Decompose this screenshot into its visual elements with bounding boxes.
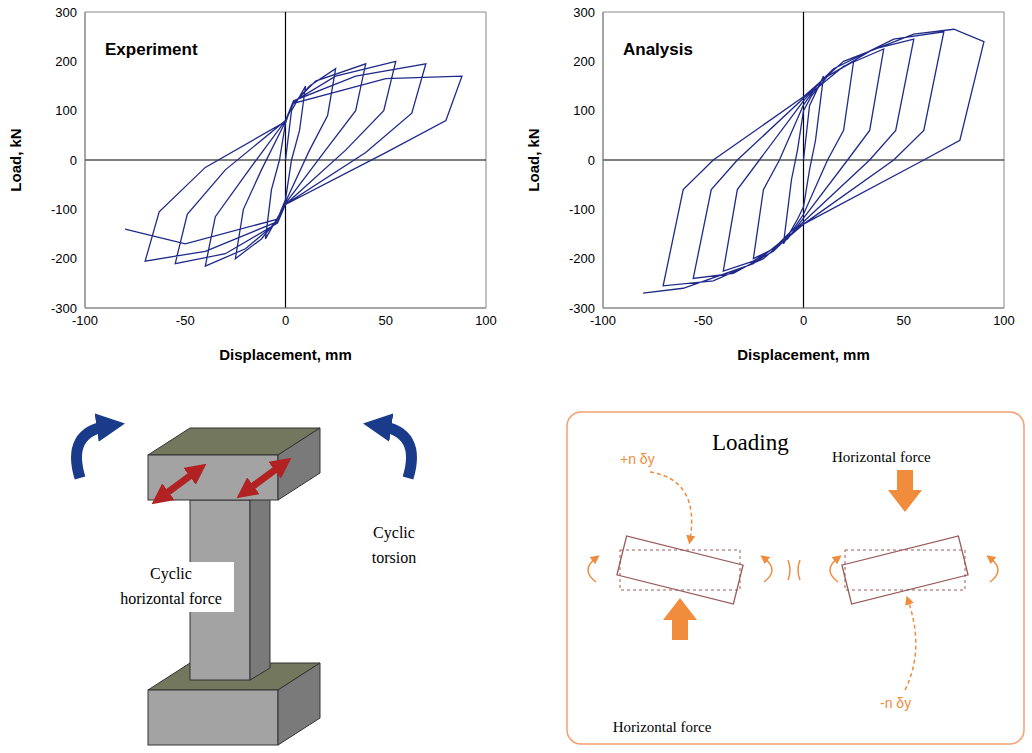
svg-text:Load, kN: Load, kN (525, 128, 542, 191)
svg-text:0: 0 (800, 313, 807, 328)
svg-text:100: 100 (475, 313, 497, 328)
svg-text:-300: -300 (569, 301, 595, 316)
svg-text:0: 0 (588, 153, 595, 168)
svg-text:0: 0 (70, 153, 77, 168)
svg-text:-50: -50 (694, 313, 713, 328)
svg-text:200: 200 (573, 54, 595, 69)
svg-text:torsion: torsion (372, 549, 416, 566)
svg-text:-100: -100 (590, 313, 616, 329)
svg-text:Loading: Loading (712, 430, 789, 455)
svg-text:Horizontal force: Horizontal force (832, 449, 931, 465)
svg-text:100: 100 (55, 103, 77, 118)
svg-text:0: 0 (282, 313, 289, 328)
svg-text:+n δy: +n δy (620, 451, 655, 467)
svg-text:50: 50 (897, 313, 911, 328)
html-text:Analysis: Analysis (623, 40, 693, 59)
svg-text:300: 300 (55, 5, 77, 20)
svg-text:Cyclic: Cyclic (150, 565, 192, 583)
svg-text:horizontal force: horizontal force (120, 590, 222, 607)
svg-text:-100: -100 (569, 202, 595, 217)
svg-text:Displacement, mm: Displacement, mm (219, 346, 352, 363)
svg-text:Horizontal force: Horizontal force (613, 719, 712, 735)
svg-text:Load, kN: Load, kN (7, 128, 24, 191)
svg-text:-200: -200 (569, 251, 595, 266)
svg-text:-200: -200 (51, 251, 77, 266)
svg-text:Cyclic: Cyclic (373, 524, 415, 542)
svg-text:100: 100 (573, 103, 595, 118)
svg-text:200: 200 (55, 54, 77, 69)
svg-text:100: 100 (993, 313, 1015, 328)
html-text:Experiment: Experiment (105, 40, 198, 59)
svg-text:-300: -300 (51, 301, 77, 316)
svg-text:-n δy: -n δy (880, 695, 911, 711)
svg-text:-100: -100 (51, 202, 77, 217)
svg-text:-50: -50 (176, 313, 195, 328)
svg-text:Displacement, mm: Displacement, mm (737, 346, 870, 363)
svg-text:300: 300 (573, 5, 595, 20)
svg-text:50: 50 (379, 313, 393, 328)
svg-text:-100: -100 (72, 313, 98, 329)
